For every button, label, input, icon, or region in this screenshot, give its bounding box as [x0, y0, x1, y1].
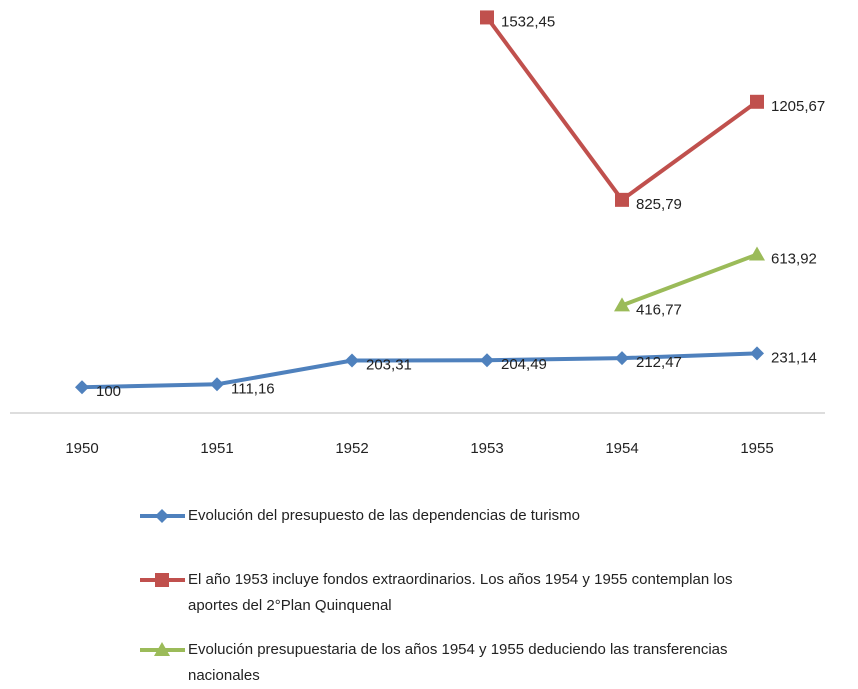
- x-tick-label: 1951: [200, 440, 233, 457]
- x-tick-label: 1952: [335, 440, 368, 457]
- marker: [345, 353, 359, 368]
- data-label: 825,79: [636, 196, 682, 213]
- data-label: 111,16: [231, 380, 275, 397]
- data-label: 1205,67: [771, 98, 825, 115]
- marker: [750, 94, 764, 109]
- legend-label: El año 1953 incluye fondos extraordinari…: [188, 571, 733, 614]
- legend-label: Evolución presupuestaria de los años 195…: [188, 641, 728, 684]
- marker: [154, 642, 170, 656]
- data-label: 212,47: [636, 354, 682, 371]
- data-label: 203,31: [366, 356, 412, 373]
- series-line: [81, 351, 758, 390]
- x-tick-label: 1955: [740, 440, 773, 457]
- data-label: 100: [96, 383, 121, 400]
- data-label: 204,49: [501, 356, 547, 373]
- series-line: [621, 252, 758, 308]
- marker: [614, 297, 630, 312]
- data-label: 613,92: [771, 251, 817, 268]
- data-label: 1532,45: [501, 13, 555, 30]
- marker: [155, 573, 169, 587]
- marker: [155, 509, 169, 523]
- marker: [210, 377, 224, 392]
- marker: [615, 351, 629, 366]
- marker: [749, 246, 765, 261]
- legend-label: Evolución del presupuesto de las depende…: [188, 507, 580, 524]
- marker: [480, 10, 494, 25]
- marker: [615, 192, 629, 207]
- x-tick-label: 1954: [605, 440, 638, 457]
- marker: [75, 380, 89, 395]
- series-line: [485, 16, 759, 203]
- marker: [750, 346, 764, 361]
- x-tick-label: 1950: [65, 440, 98, 457]
- marker: [480, 353, 494, 368]
- data-label: 416,77: [636, 301, 682, 318]
- x-tick-label: 1953: [470, 440, 503, 457]
- data-label: 231,14: [771, 349, 817, 366]
